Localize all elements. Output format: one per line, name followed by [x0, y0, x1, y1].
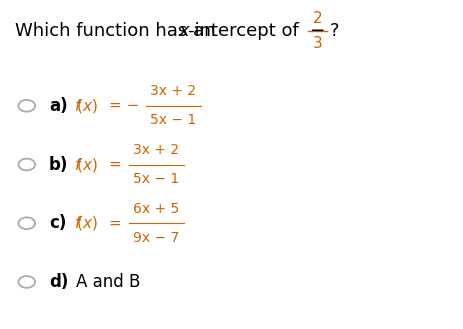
Text: A and B: A and B — [75, 273, 140, 291]
Text: 6x + 5: 6x + 5 — [133, 202, 179, 216]
Text: 3x + 2: 3x + 2 — [133, 143, 179, 157]
Text: -intercept of  −: -intercept of − — [188, 22, 325, 40]
Text: $f\!\left(x\right)$: $f\!\left(x\right)$ — [74, 214, 99, 232]
Text: Which function has an: Which function has an — [15, 22, 221, 40]
Text: 3x + 2: 3x + 2 — [150, 85, 196, 98]
Text: =: = — [109, 216, 121, 231]
Text: a): a) — [49, 97, 68, 115]
Text: 5x − 1: 5x − 1 — [133, 172, 179, 186]
Text: $f\!\left(x\right)$: $f\!\left(x\right)$ — [74, 156, 99, 173]
Text: x: x — [178, 22, 188, 40]
Text: ?: ? — [330, 22, 339, 40]
Text: = −: = − — [109, 98, 139, 113]
Text: d): d) — [49, 273, 68, 291]
Text: 2: 2 — [312, 11, 321, 26]
Text: 3: 3 — [312, 36, 321, 51]
Text: 9x − 7: 9x − 7 — [133, 231, 179, 244]
Text: b): b) — [49, 156, 68, 173]
Text: =: = — [109, 157, 121, 172]
Text: $f\!\left(x\right)$: $f\!\left(x\right)$ — [74, 97, 99, 115]
Text: 5x − 1: 5x − 1 — [150, 113, 196, 127]
Text: c): c) — [49, 214, 66, 232]
